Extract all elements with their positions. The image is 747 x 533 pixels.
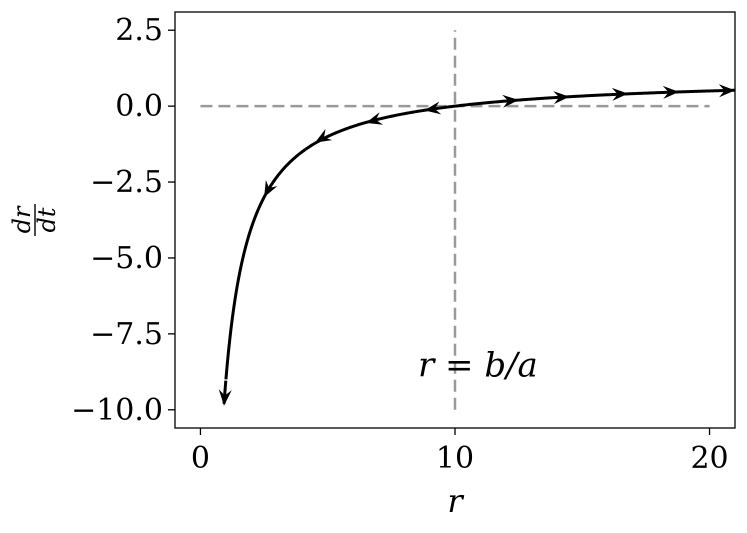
direction-arrows bbox=[218, 84, 735, 406]
annotation-r-equals-b-over-a: r = b/a bbox=[418, 345, 538, 385]
y-tick-label: −2.5 bbox=[90, 165, 163, 200]
direction-arrow-right bbox=[502, 94, 519, 108]
direction-arrow-right bbox=[553, 91, 570, 105]
x-tick-label: 10 bbox=[436, 441, 474, 476]
x-tick-label: 20 bbox=[690, 441, 728, 476]
x-axis-ticks: 0 10 20 bbox=[191, 428, 729, 476]
y-tick-label: −10.0 bbox=[71, 393, 163, 428]
direction-arrow-left bbox=[365, 112, 384, 125]
x-axis-label: r bbox=[447, 482, 464, 520]
y-axis-label: dr dt bbox=[8, 204, 61, 236]
direction-arrow-right bbox=[662, 85, 679, 99]
direction-arrow-left bbox=[315, 128, 333, 143]
y-tick-label: 0.0 bbox=[115, 89, 163, 124]
direction-arrow-left bbox=[424, 101, 442, 115]
y-tick-label: 2.5 bbox=[115, 13, 163, 48]
curve-series-line bbox=[224, 88, 736, 380]
y-axis-label-denominator: dt bbox=[33, 207, 61, 232]
direction-arrow-down bbox=[218, 389, 232, 406]
x-tick-label: 0 bbox=[191, 441, 210, 476]
y-tick-label: −7.5 bbox=[90, 317, 163, 352]
y-tick-label: −5.0 bbox=[90, 241, 163, 276]
direction-arrow-right bbox=[611, 87, 629, 101]
y-axis-label-numerator: dr bbox=[8, 205, 36, 233]
direction-arrow-left bbox=[264, 180, 278, 198]
y-axis-ticks: 2.5 0.0 −2.5 −5.0 −7.5 −10.0 bbox=[71, 13, 175, 428]
direction-arrow-right bbox=[718, 84, 735, 98]
